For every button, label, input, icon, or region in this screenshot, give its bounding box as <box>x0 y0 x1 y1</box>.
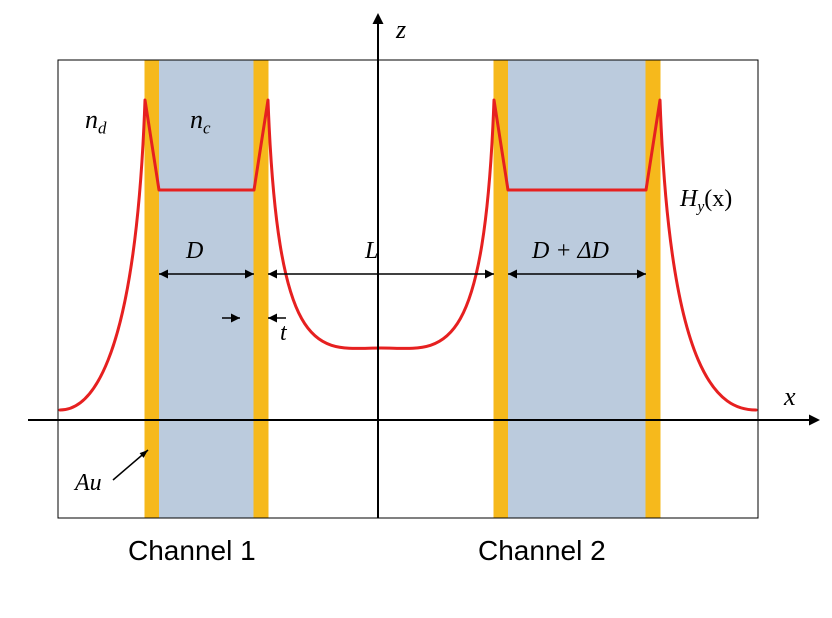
label-channel-2: Channel 2 <box>478 535 606 566</box>
label-Au: Au <box>73 470 102 496</box>
label-Hy: Hy(x) <box>679 186 732 215</box>
label-L: L <box>364 238 378 264</box>
label-D: D <box>185 238 203 264</box>
au-right-ch2 <box>646 60 660 518</box>
au-right-ch1 <box>254 60 268 518</box>
au-left-ch2 <box>494 60 508 518</box>
core-ch2 <box>508 60 646 518</box>
label-DdD: D + ΔD <box>531 238 609 264</box>
au-left-ch1 <box>145 60 159 518</box>
label-channel-1: Channel 1 <box>128 535 256 566</box>
axis-label-x: x <box>783 382 796 411</box>
axis-label-z: z <box>395 15 406 44</box>
